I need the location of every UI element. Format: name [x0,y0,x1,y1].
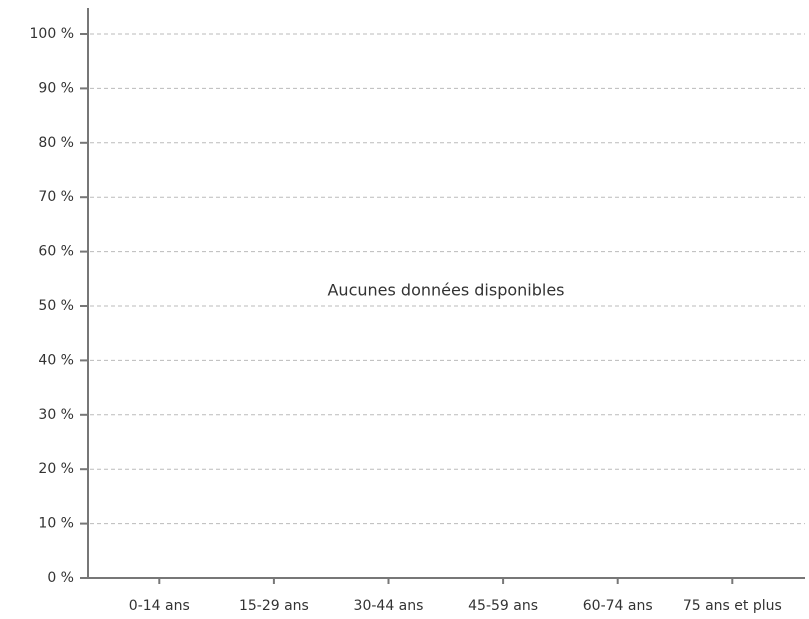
x-tick-label: 15-29 ans [239,598,309,614]
y-tick-label: 90 % [38,80,74,96]
x-tick-label: 30-44 ans [354,598,424,614]
y-tick-label: 20 % [38,461,74,477]
no-data-annotation: Aucunes données disponibles [327,281,564,300]
y-tick-label: 100 % [30,26,74,42]
y-tick-label: 0 % [47,570,74,586]
y-tick-label: 10 % [38,516,74,532]
y-tick-label: 60 % [38,244,74,260]
y-tick-label: 70 % [38,189,74,205]
y-tick-label: 50 % [38,298,74,314]
x-tick-label: 45-59 ans [468,598,538,614]
x-tick-label: 60-74 ans [583,598,653,614]
y-tick-label: 30 % [38,407,74,423]
x-tick-label: 75 ans et plus [683,598,782,614]
y-tick-label: 80 % [38,135,74,151]
x-tick-label: 0-14 ans [129,598,190,614]
y-tick-label: 40 % [38,352,74,368]
